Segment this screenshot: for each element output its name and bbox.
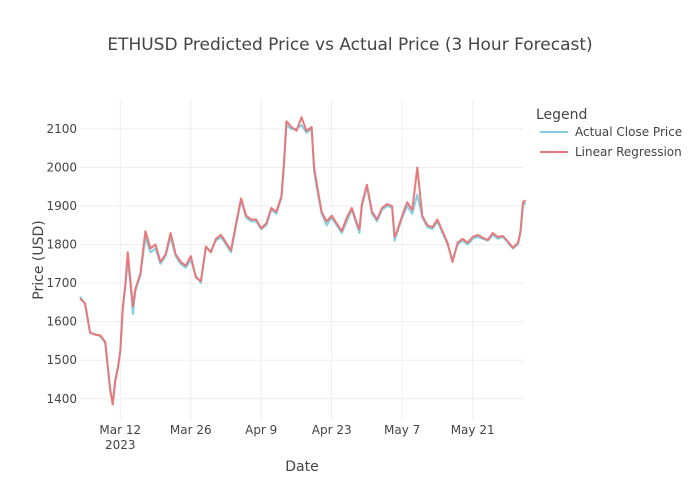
- x-tick-label: Mar 26: [170, 423, 212, 437]
- y-tick-label: 1400: [46, 392, 77, 406]
- x-axis-label: Date: [285, 459, 318, 475]
- x-tick-label: May 7: [384, 423, 420, 437]
- legend-items: Actual Close Price Linear Regression: [540, 125, 682, 159]
- x-tick-sublabel: 2023: [105, 438, 136, 452]
- legend: Legend Actual Close Price Linear Regressi…: [536, 107, 682, 159]
- y-axis: 1400 1500 1600 1700 1800 1900 2000 2100: [46, 122, 77, 406]
- x-tick-label: Apr 9: [245, 423, 277, 437]
- y-axis-label: Price (USD): [31, 220, 47, 299]
- series-line-linear-regression: [79, 116, 527, 406]
- x-tick-label: Apr 23: [312, 423, 352, 437]
- legend-label: Actual Close Price: [575, 125, 682, 139]
- y-tick-label: 2100: [46, 122, 77, 136]
- legend-title: Legend: [536, 107, 587, 123]
- chart-title: ETHUSD Predicted Price vs Actual Price (…: [107, 35, 592, 55]
- y-tick-label: 2000: [46, 160, 77, 174]
- legend-label: Linear Regression: [575, 145, 682, 159]
- x-tick-label: Mar 12: [99, 423, 141, 437]
- y-tick-label: 1500: [46, 353, 77, 367]
- y-tick-label: 1600: [46, 315, 77, 329]
- series-layer: [79, 116, 527, 406]
- y-tick-label: 1800: [46, 238, 77, 252]
- y-tick-label: 1700: [46, 276, 77, 290]
- x-tick-label: May 21: [451, 423, 495, 437]
- y-tick-label: 1900: [46, 199, 77, 213]
